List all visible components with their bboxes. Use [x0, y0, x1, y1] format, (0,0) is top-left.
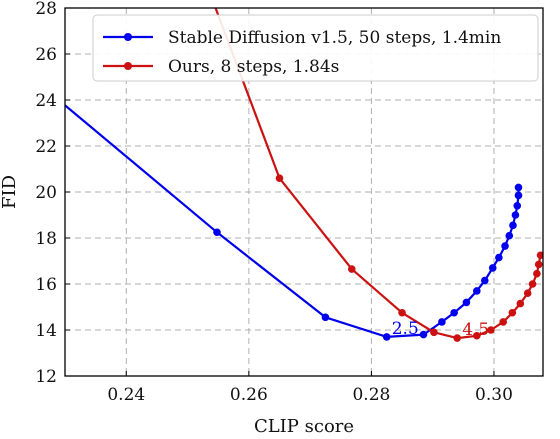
- series-layer: [65, 8, 543, 342]
- x-tick-label: 0.30: [475, 385, 513, 405]
- y-tick-label: 26: [35, 45, 57, 65]
- data-point: [275, 174, 284, 182]
- data-point: [495, 253, 503, 262]
- legend-marker-ours: [124, 62, 132, 70]
- data-point: [473, 287, 481, 295]
- y-tick-label: 20: [35, 183, 57, 203]
- data-point: [501, 242, 509, 250]
- data-point: [473, 331, 481, 340]
- y-tick-label: 14: [35, 321, 57, 341]
- y-tick-label: 16: [35, 275, 57, 295]
- data-point: [438, 318, 446, 326]
- legend-marker-sd: [124, 33, 132, 41]
- data-point: [513, 202, 522, 210]
- guidance-annotation: 2.5: [392, 319, 419, 339]
- x-tick-label: 0.28: [352, 385, 390, 405]
- annotation-layer: 2.5 4.5: [392, 319, 490, 340]
- data-point: [487, 326, 495, 334]
- y-tick-label: 22: [35, 137, 57, 157]
- legend-box: [92, 14, 539, 82]
- y-tick-label: 24: [35, 91, 57, 111]
- y-tick-label: 12: [35, 367, 57, 387]
- x-axis-label: CLIP score: [254, 416, 354, 437]
- x-tick-label: 0.24: [107, 385, 145, 405]
- data-point: [213, 228, 221, 237]
- data-point: [419, 330, 428, 339]
- data-point: [511, 211, 520, 219]
- data-point: [516, 299, 525, 308]
- data-point: [499, 318, 507, 326]
- legend-label-sd: Stable Diffusion v1.5, 50 steps, 1.4min: [168, 28, 501, 48]
- data-point: [533, 269, 541, 278]
- data-point: [505, 231, 514, 240]
- x-tick-label: 0.26: [230, 385, 268, 405]
- series-line-1: [214, 8, 542, 340]
- data-point: [382, 333, 391, 341]
- data-point: [536, 251, 543, 260]
- legend-label-ours: Ours, 8 steps, 1.84s: [168, 57, 339, 77]
- y-tick-label: 28: [35, 0, 57, 19]
- data-point: [509, 221, 517, 230]
- data-point: [430, 328, 438, 337]
- data-point: [514, 191, 523, 200]
- data-point: [508, 308, 517, 317]
- data-point: [488, 264, 497, 272]
- y-axis-label: FID: [0, 175, 20, 209]
- guidance-annotation: 4.5: [462, 320, 489, 340]
- data-point: [450, 308, 458, 317]
- data-point: [321, 313, 330, 322]
- data-point: [534, 260, 543, 269]
- data-point: [528, 280, 537, 288]
- data-point: [480, 276, 489, 285]
- data-point: [523, 289, 532, 298]
- data-point: [514, 183, 523, 192]
- data-point: [398, 308, 406, 317]
- data-point: [462, 298, 471, 307]
- data-point: [453, 334, 462, 342]
- data-point: [348, 265, 356, 273]
- legend: Stable Diffusion v1.5, 50 steps, 1.4min …: [92, 14, 539, 82]
- ticks: 0.24 0.26 0.28 0.30 12 14 16 18 20 22 24 26 28: [35, 0, 513, 405]
- y-tick-label: 18: [35, 229, 57, 249]
